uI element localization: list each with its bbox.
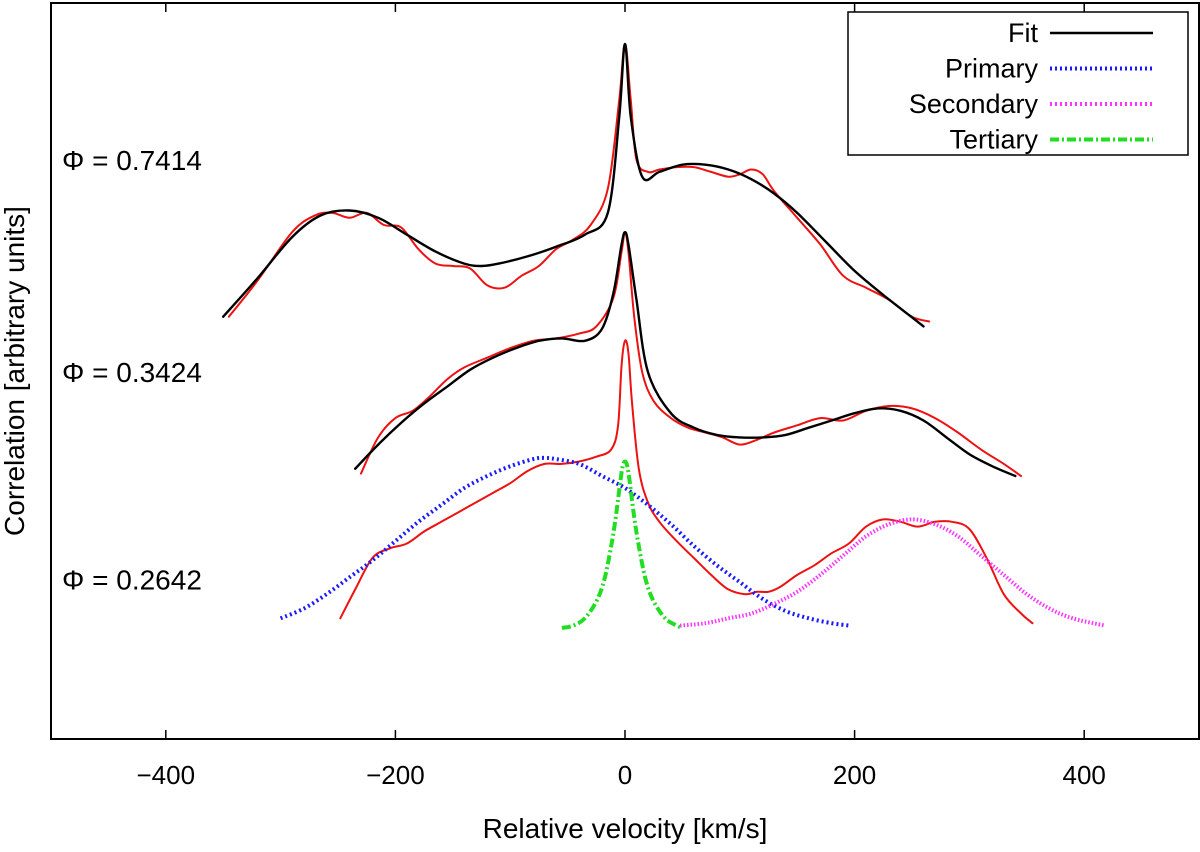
phase-label-layer: Φ = 0.7414 Φ = 0.3424 Φ = 0.2642 <box>62 145 202 596</box>
series-line-secondary-component <box>679 517 1106 628</box>
series-line-fit-0-7414-fit <box>222 42 925 328</box>
x-tick-label: −200 <box>366 760 425 790</box>
phase-label: Φ = 0.7414 <box>62 145 202 176</box>
series-line-observed-0-2642-observed <box>339 339 1034 625</box>
legend-label-fit: Fit <box>1008 18 1038 48</box>
series-line-observed-0-7414-observed <box>227 43 931 323</box>
y-axis-label: Correlation [arbitrary units] <box>0 206 30 536</box>
x-tick-label: 0 <box>618 760 632 790</box>
phase-label: Φ = 0.3424 <box>62 357 202 388</box>
phase-label: Φ = 0.2642 <box>62 565 202 596</box>
series-line-primary-component <box>279 455 850 628</box>
series-layer <box>222 42 1106 630</box>
legend-label-primary: Primary <box>945 54 1038 84</box>
series-line-observed-0-3424-observed <box>360 231 1023 477</box>
legend-entries: Fit Primary Secondary Tertiary <box>909 18 1153 155</box>
x-axis-label: Relative velocity [km/s] <box>483 813 768 844</box>
series-line-tertiary-component <box>561 459 684 630</box>
legend-box <box>847 11 1189 156</box>
legend: Fit Primary Secondary Tertiary <box>847 11 1189 156</box>
series-line-fit-0-3424-fit <box>354 231 1017 478</box>
x-tick-label: −400 <box>137 760 196 790</box>
x-tick-label: 400 <box>1063 760 1106 790</box>
legend-label-secondary: Secondary <box>909 89 1039 119</box>
x-tick-label: 200 <box>833 760 876 790</box>
legend-label-tertiary: Tertiary <box>949 125 1038 155</box>
x-tick-layer: −400 −200 0 200 400 <box>137 3 1106 790</box>
